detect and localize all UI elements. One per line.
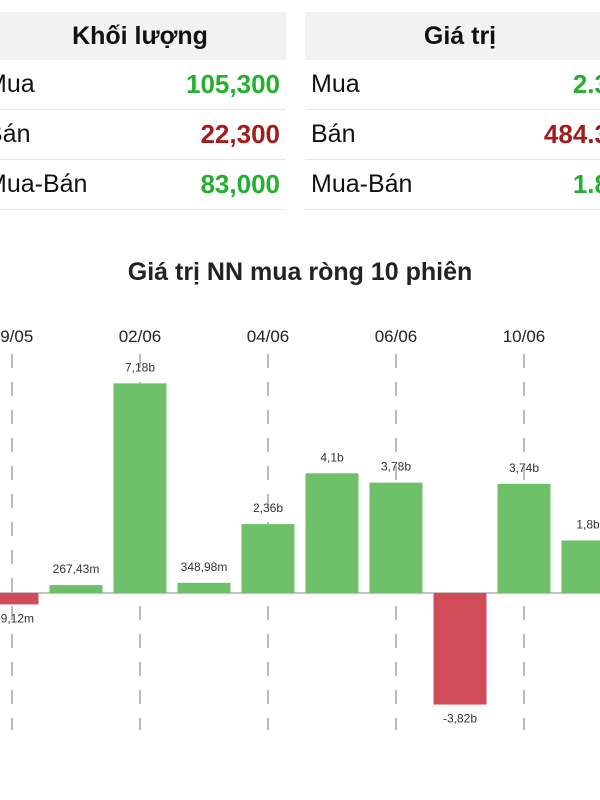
value-sell-value: 484.3	[543, 119, 600, 149]
date-label: 29/05	[0, 327, 33, 346]
value-net-value: 1.8	[572, 169, 600, 199]
volume-table: Khối lượng Mua 105,300 Bán 22,300 Mua-Bá…	[0, 12, 286, 210]
bar-value-label: 3,78b	[381, 460, 411, 474]
bar-value-label: -39,12m	[0, 611, 34, 625]
volume-sell-label: Bán	[0, 120, 31, 148]
date-label: 10/06	[503, 327, 546, 346]
bar	[561, 540, 600, 593]
volume-net-label: Mua-Bán	[0, 170, 88, 198]
bar	[113, 383, 167, 593]
volume-row-buy: Mua 105,300	[0, 60, 286, 110]
date-label: 04/06	[247, 327, 290, 346]
bar-value-label: 1,8b	[576, 517, 600, 531]
volume-row-net: Mua-Bán 83,000	[0, 160, 286, 210]
bar	[433, 593, 487, 705]
volume-buy-value: 105,300	[186, 69, 280, 99]
volume-buy-label: Mua	[0, 70, 35, 98]
volume-net-value: 83,000	[200, 169, 280, 199]
value-net-label: Mua-Bán	[311, 170, 413, 198]
value-table: Giá trị Mua 2.3 Bán 484.3 Mua-Bán 1.8	[305, 12, 600, 210]
volume-row-sell: Bán 22,300	[0, 110, 286, 160]
volume-sell-value: 22,300	[200, 119, 280, 149]
value-row-sell: Bán 484.3	[305, 110, 600, 160]
bar-value-label: 3,74b	[509, 461, 539, 475]
bar	[497, 483, 551, 593]
date-label: 02/06	[119, 327, 162, 346]
bar	[0, 593, 39, 605]
value-header: Giá trị	[305, 12, 600, 60]
volume-header: Khối lượng	[0, 12, 286, 60]
value-buy-label: Mua	[311, 70, 360, 98]
bar-value-label: 4,1b	[320, 450, 344, 464]
bar	[177, 582, 231, 593]
value-sell-label: Bán	[311, 120, 356, 148]
value-row-buy: Mua 2.3	[305, 60, 600, 110]
value-row-net: Mua-Bán 1.8	[305, 160, 600, 210]
value-buy-value: 2.3	[572, 69, 600, 99]
bar	[241, 524, 295, 593]
bar-value-label: 2,36b	[253, 501, 283, 515]
bar-value-label: -3,82b	[443, 712, 477, 726]
bar-value-label: 348,98m	[181, 560, 228, 574]
date-label: 06/06	[375, 327, 418, 346]
bar	[369, 482, 423, 593]
net-buy-chart: 29/05 02/06 04/06 06/06 10/06 -39,12m 267,43m 7…	[0, 327, 600, 730]
bar-value-label: 7,18b	[125, 360, 155, 374]
bar-value-label: 267,43m	[53, 562, 100, 576]
bar	[49, 585, 103, 593]
chart-title: Giá trị NN mua ròng 10 phiên	[127, 258, 473, 286]
bar	[305, 473, 359, 593]
